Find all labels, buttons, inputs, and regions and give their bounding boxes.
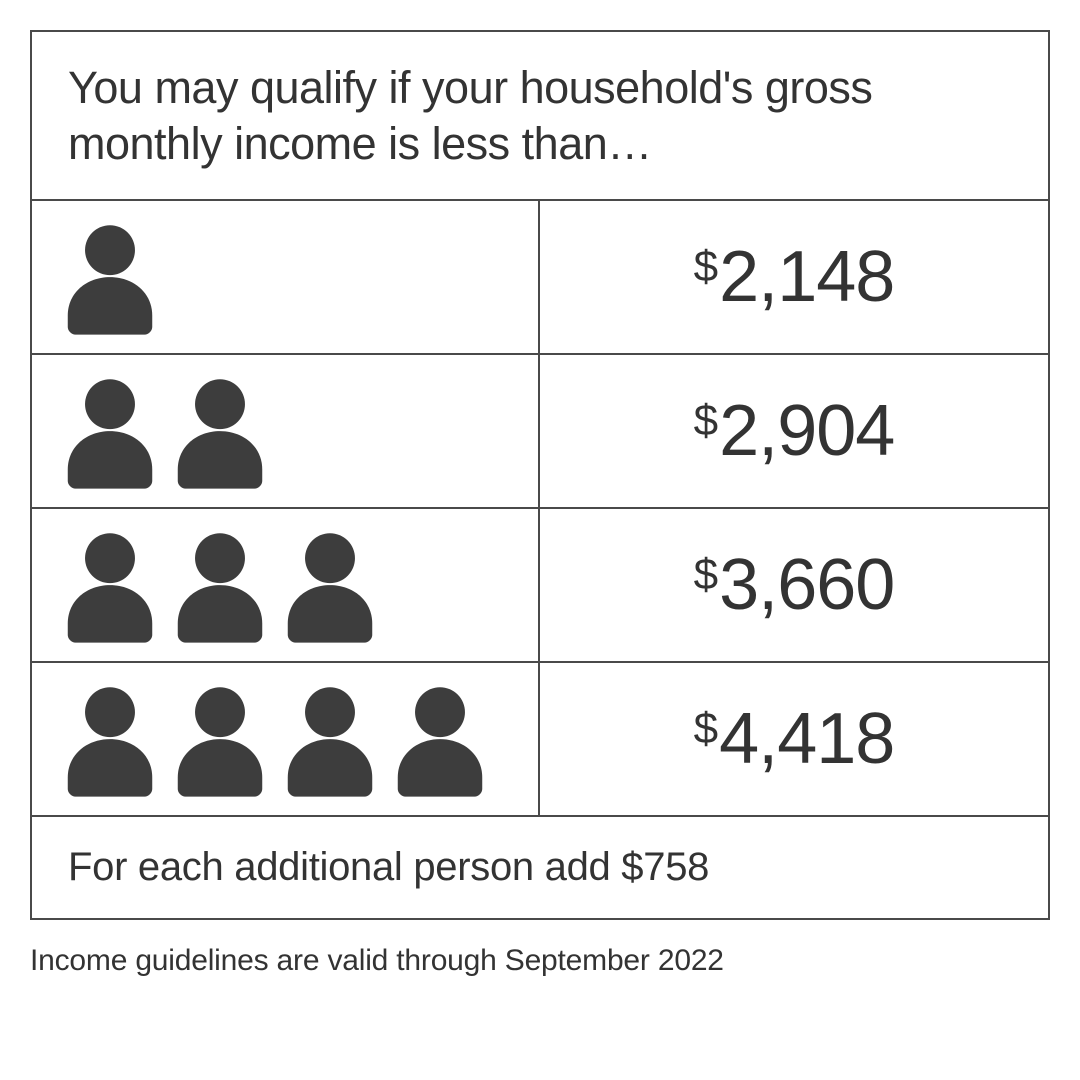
amount-value: $3,660: [694, 544, 895, 626]
header-text: You may qualify if your household's gros…: [68, 60, 1012, 173]
dollar-sign: $: [694, 550, 717, 600]
person-icon: [62, 531, 158, 643]
people-cell: [32, 355, 540, 507]
income-table: You may qualify if your household's gros…: [30, 30, 1050, 920]
person-icon: [62, 685, 158, 797]
table-row: $2,148: [32, 201, 1048, 355]
table-header-row: You may qualify if your household's gros…: [32, 32, 1048, 201]
table-row: $4,418: [32, 663, 1048, 817]
person-icon: [282, 531, 378, 643]
person-icon: [62, 223, 158, 335]
amount-cell: $3,660: [540, 509, 1048, 661]
table-footer-row: For each additional person add $758: [32, 817, 1048, 918]
table-row: $2,904: [32, 355, 1048, 509]
footer-text: For each additional person add $758: [68, 845, 1012, 890]
amount-value: $2,904: [694, 390, 895, 472]
people-cell: [32, 201, 540, 353]
people-cell: [32, 663, 540, 815]
amount-cell: $2,148: [540, 201, 1048, 353]
person-icon: [62, 377, 158, 489]
person-icon: [172, 377, 268, 489]
dollar-sign: $: [694, 396, 717, 446]
table-row: $3,660: [32, 509, 1048, 663]
amount-cell: $4,418: [540, 663, 1048, 815]
person-icon: [172, 685, 268, 797]
validity-note: Income guidelines are valid through Sept…: [30, 944, 1050, 978]
person-icon: [282, 685, 378, 797]
person-icon: [172, 531, 268, 643]
dollar-sign: $: [694, 242, 717, 292]
dollar-sign: $: [694, 704, 717, 754]
people-cell: [32, 509, 540, 661]
person-icon: [392, 685, 488, 797]
amount-cell: $2,904: [540, 355, 1048, 507]
amount-value: $4,418: [694, 698, 895, 780]
amount-value: $2,148: [694, 236, 895, 318]
